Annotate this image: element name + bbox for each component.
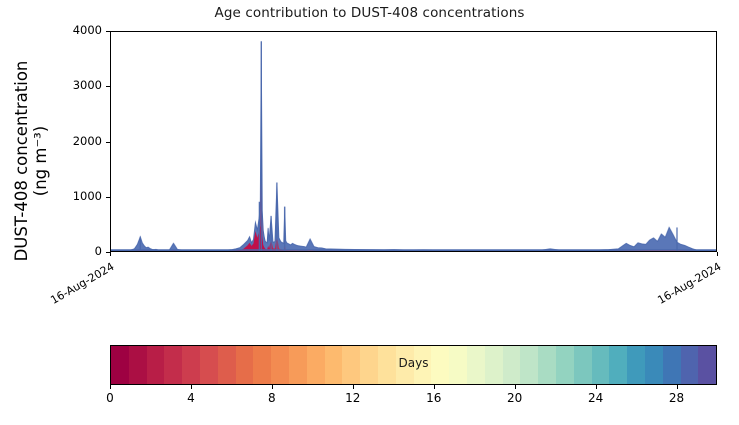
y-axis-label-line1: DUST-408 concentration (12, 60, 31, 262)
colorbar-tick-mark (190, 385, 192, 389)
colorbar-segment (360, 346, 378, 384)
y-tick-mark (106, 252, 110, 253)
colorbar-tick-label: 20 (507, 391, 523, 405)
y-tick-label: 1000 (72, 188, 102, 203)
colorbar-tick-label: 24 (587, 391, 604, 405)
colorbar-segment (146, 346, 165, 384)
colorbar-tick-label: 4 (187, 391, 195, 405)
colorbar-segment (609, 346, 628, 384)
y-tick-label: 2000 (72, 133, 102, 148)
y-tick-mark (106, 86, 110, 88)
x-tick-mark (717, 252, 718, 256)
colorbar-segment (128, 346, 147, 384)
colorbar-tick-mark (595, 385, 597, 389)
colorbar-tick-label: 8 (268, 391, 276, 405)
colorbar-tick-mark (110, 385, 111, 389)
colorbar-tick-mark (352, 385, 354, 389)
colorbar-tick-label: 0 (106, 391, 114, 405)
y-tick-label: 3000 (72, 78, 102, 93)
y-tick-label: 4000 (72, 23, 102, 37)
colorbar-tick-label: 12 (345, 391, 361, 405)
colorbar-tick-mark (514, 385, 516, 389)
colorbar-tick-mark (676, 385, 678, 389)
colorbar-segment (680, 346, 699, 384)
colorbar-segment (520, 346, 539, 384)
colorbar-segment (288, 346, 307, 384)
colorbar-tick-label: 28 (668, 391, 685, 405)
colorbar-segment (253, 346, 272, 384)
chart-title: Age contribution to DUST-408 concentrati… (214, 5, 525, 21)
colorbar-tick-label: 16 (426, 391, 442, 405)
colorbar-segment (111, 346, 129, 384)
colorbar-segment (377, 346, 396, 384)
colorbar-segment (271, 346, 289, 384)
plot-area (110, 31, 717, 252)
colorbar-segment (591, 346, 610, 384)
colorbar-segment (324, 346, 343, 384)
colorbar-segment (466, 346, 485, 384)
colorbar-segment (199, 346, 218, 384)
colorbar-segment (449, 346, 467, 384)
colorbar-segment (555, 346, 574, 384)
colorbar-segment (573, 346, 592, 384)
y-axis-label-line2: (ng m⁻³) (31, 125, 50, 197)
colorbar-segment (627, 346, 645, 384)
y-tick-label: 0 (94, 244, 102, 258)
x-tick-mark (110, 252, 111, 256)
x-tick-label: 16-Aug-2024 (655, 260, 724, 307)
colorbar-segment (395, 346, 414, 384)
y-axis-label: DUST-408 concentration (ng m⁻³) (12, 36, 52, 286)
colorbar-segment (217, 346, 236, 384)
colorbar[interactable] (110, 345, 717, 385)
colorbar-segment (644, 346, 663, 384)
colorbar-segment (413, 346, 432, 384)
colorbar-segment (662, 346, 681, 384)
y-tick-mark (106, 141, 110, 143)
colorbar-segment (431, 346, 450, 384)
colorbar-segment (538, 346, 556, 384)
timeseries-plot-canvas (111, 32, 716, 251)
colorbar-segment (306, 346, 325, 384)
colorbar-tick-mark (271, 385, 273, 389)
colorbar-segment (502, 346, 521, 384)
colorbar-segment (235, 346, 254, 384)
y-tick-mark (106, 196, 110, 198)
colorbar-segment (484, 346, 503, 384)
colorbar-segment (698, 346, 716, 384)
colorbar-segment (182, 346, 200, 384)
colorbar-segment (164, 346, 183, 384)
colorbar-tick-mark (433, 385, 435, 389)
y-tick-mark (106, 31, 110, 32)
colorbar-segment (342, 346, 361, 384)
